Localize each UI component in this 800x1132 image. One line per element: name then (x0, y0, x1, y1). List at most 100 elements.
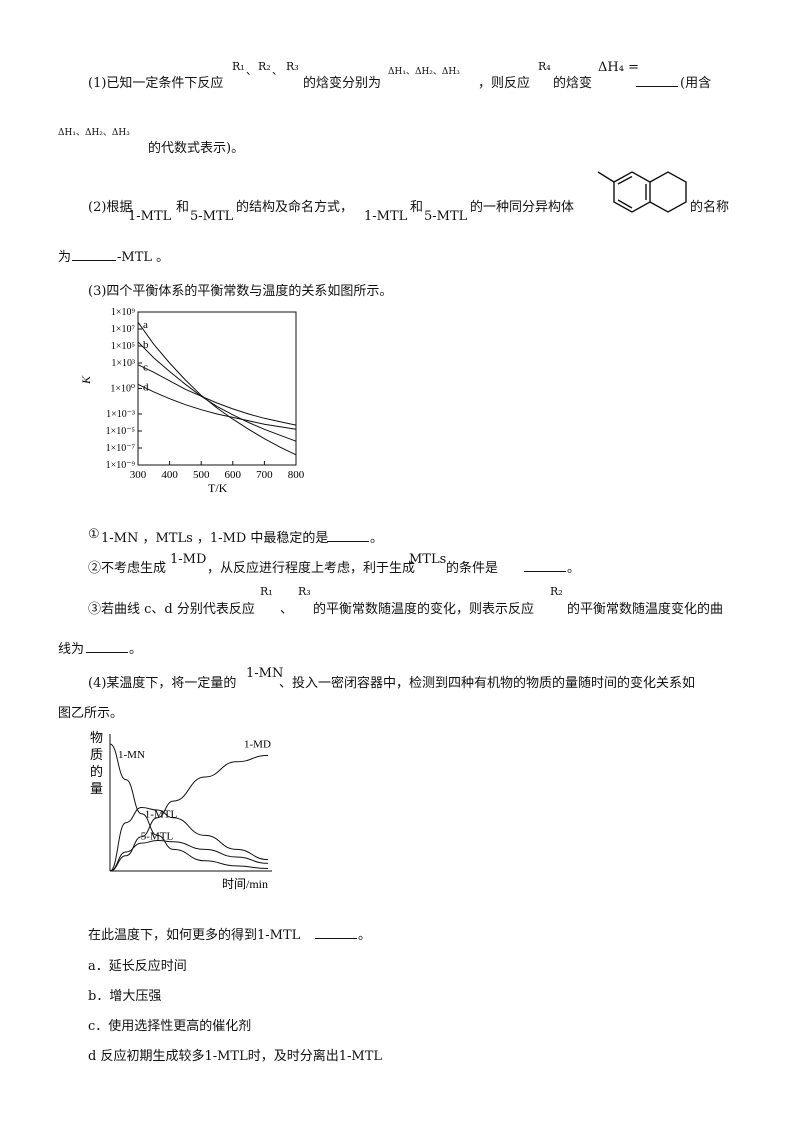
q2-mid2: 的一种同分异构体 (470, 200, 575, 215)
q4-line1-mn: 1-MN (246, 666, 284, 681)
chart2-curve-1-MD (109, 754, 269, 872)
chart2-curve-label-5-MTL: 5-MTL (141, 830, 174, 842)
chart1-x-tick-label: 700 (256, 469, 273, 481)
q1-r2: R₂ (258, 60, 271, 73)
q1-line1: (1)已知一定条件下反应 (88, 76, 224, 91)
chart2-axes (109, 734, 272, 872)
chart1-curve-label-d: d (143, 381, 149, 393)
methyl-tetralin-structure (597, 171, 687, 213)
q3-sub3-r3: R₃ (298, 585, 311, 598)
q4-option-a[interactable]: a．延长反应时间 (88, 959, 187, 974)
cyclohexane-ring (649, 171, 687, 213)
q2-name4: 5-MTL (424, 209, 468, 224)
equilibrium-constant-chart: 1×10⁹ 1×10⁷ 1×10⁵ 1×10³ 1×10⁰ 1×10⁻³ 1×10⁻⁵ 1×1… (80, 307, 305, 495)
q3-sub2-blank[interactable] (524, 557, 566, 572)
chart1-y-tick-label: 1×10⁰ (110, 384, 135, 395)
q1-mid: 的焓变分别为 (303, 76, 382, 91)
q3-sub2-end: 。 (567, 561, 581, 576)
chart2-curve-1-MN (109, 743, 269, 869)
q2-prefix: (2)根据 (88, 200, 133, 215)
chart1-y-tick-label: 1×10⁻⁷ (106, 443, 136, 454)
q2-line2-suffix: -MTL 。 (117, 250, 170, 265)
chart2-y-axis-label-char: 质 (90, 747, 103, 762)
benzene-ring (613, 171, 651, 213)
q4-question-end: 。 (358, 928, 372, 943)
chart2-curve-1-MTL (109, 806, 269, 872)
q3-sub1-prefix: ① (88, 527, 100, 542)
q1-sep1: 、 (246, 64, 257, 77)
q2-answer-blank[interactable] (72, 246, 116, 261)
chart1-x-tick-label: 400 (161, 469, 178, 481)
q1-mid3: 的焓变 (553, 76, 593, 91)
q1-sep2: 、 (272, 64, 283, 77)
q2-mid: 的结构及命名方式， (236, 200, 354, 215)
chart1-y-axis-label: K (80, 375, 93, 385)
chart2-x-axis-label: 时间/min (222, 877, 268, 891)
chart1-x-tick-label: 300 (130, 469, 147, 481)
q3-intro: (3)四个平衡体系的平衡常数与温度的关系如图所示。 (88, 284, 393, 299)
q4-question: 在此温度下，如何更多的得到1-MTL (88, 928, 301, 943)
q4-answer-blank[interactable] (315, 924, 357, 939)
chart2-curve-5-MTL (109, 839, 269, 872)
q3-sub3-r1: R₁ (260, 585, 273, 598)
chart2-curve-label-1-MN: 1-MN (118, 749, 145, 761)
chart1-x-tick-label: 600 (225, 469, 242, 481)
chart2-y-axis-label-char: 量 (90, 781, 103, 796)
q4-line2: 图乙所示。 (58, 706, 124, 721)
q2-tail: 的名称 (690, 200, 730, 215)
q2-line2-prefix: 为 (58, 250, 72, 265)
q3-sub1-tail: 。 (370, 531, 384, 546)
chart1-y-tick-label: 1×10⁵ (111, 341, 135, 352)
q1-answer-blank[interactable] (636, 72, 678, 87)
q2-name1: 1-MTL (128, 209, 172, 224)
chart1-x-tick-label: 800 (288, 469, 305, 481)
q1-line2-tail: 的代数式表示)。 (148, 141, 245, 156)
chart1-curve-label-a: a (143, 319, 148, 331)
chart1-y-tick-label: 1×10⁻⁹ (106, 460, 136, 471)
q3-sub2-tail: 的条件是 (446, 561, 499, 576)
chart2-curve-label-1-MD: 1-MD (244, 738, 271, 750)
q1-dh-list: ΔH₁、ΔH₂、ΔH₃ (388, 67, 460, 77)
chart1-x-tick-label: 500 (193, 469, 210, 481)
q4-option-c[interactable]: c．使用选择性更高的催化剂 (88, 1019, 252, 1034)
q1-dh4: ΔH₄ = (598, 60, 639, 75)
chart2-y-axis-label-char: 物 (90, 730, 103, 745)
q1-mid2: ，则反应 (478, 76, 531, 91)
chart2-y-axis-label-char: 的 (90, 764, 103, 779)
methyl-bond (597, 171, 615, 183)
q2-and2: 和 (410, 200, 424, 215)
q1-line2-vars: ΔH₁、ΔH₂、ΔH₃ (58, 128, 130, 138)
chart1-y-tick-label: 1×10⁻³ (106, 409, 135, 420)
chart1-y-tick-label: 1×10⁻⁵ (106, 426, 135, 437)
chart1-curve-a (137, 321, 297, 456)
chart1-curve-c (137, 364, 297, 426)
q3-sub1-text: 1-MN ，MTLs ，1-MD 中最稳定的是 (101, 531, 329, 546)
q3-sub3-mid: 的平衡常数随温度的变化，则表示反应 (313, 602, 535, 617)
chart1-curve-d (137, 383, 297, 430)
chart1-curve-b (137, 341, 297, 442)
q1-r4: R₄ (538, 60, 551, 73)
chart1-curve-label-c: c (143, 362, 148, 374)
q4-line1-tail: 、投入一密闭容器中，检测到四种有机物的物质的量随时间的变化关系如 (279, 676, 696, 691)
chart1-y-tick-label: 1×10³ (111, 358, 135, 369)
q3-sub2-mid: ，从反应进行程度上考虑，利于生成 (207, 561, 416, 576)
q3-sub3-blank[interactable] (86, 638, 128, 653)
q2-name3: 1-MTL (364, 209, 408, 224)
chart1-x-axis-label: T/K (208, 481, 228, 495)
q3-sub3-line2: 线为 (58, 642, 85, 657)
q4-option-b[interactable]: b．增大压强 (88, 989, 162, 1004)
q1-r1: R₁ (232, 60, 245, 73)
q1-tail: (用含 (680, 76, 712, 91)
q4-line1: (4)某温度下，将一定量的 (88, 676, 237, 691)
q3-sub3-sep: 、 (280, 602, 294, 617)
chart1-y-tick-label: 1×10⁷ (111, 324, 136, 335)
q3-sub2-prefix: ②不考虑生成 (88, 561, 167, 576)
q3-sub1-blank[interactable] (327, 527, 369, 542)
q4-option-d[interactable]: d 反应初期生成较多1-MTL时，及时分离出1-MTL (88, 1049, 383, 1064)
chart1-y-tick-label: 1×10⁹ (111, 307, 136, 318)
q2-and1: 和 (176, 200, 190, 215)
q3-sub2-md: 1-MD (170, 552, 207, 567)
q2-name2: 5-MTL (190, 209, 234, 224)
q3-sub3-prefix: ③若曲线 c、d 分别代表反应 (88, 602, 255, 617)
chart1-plot-frame (137, 311, 297, 466)
